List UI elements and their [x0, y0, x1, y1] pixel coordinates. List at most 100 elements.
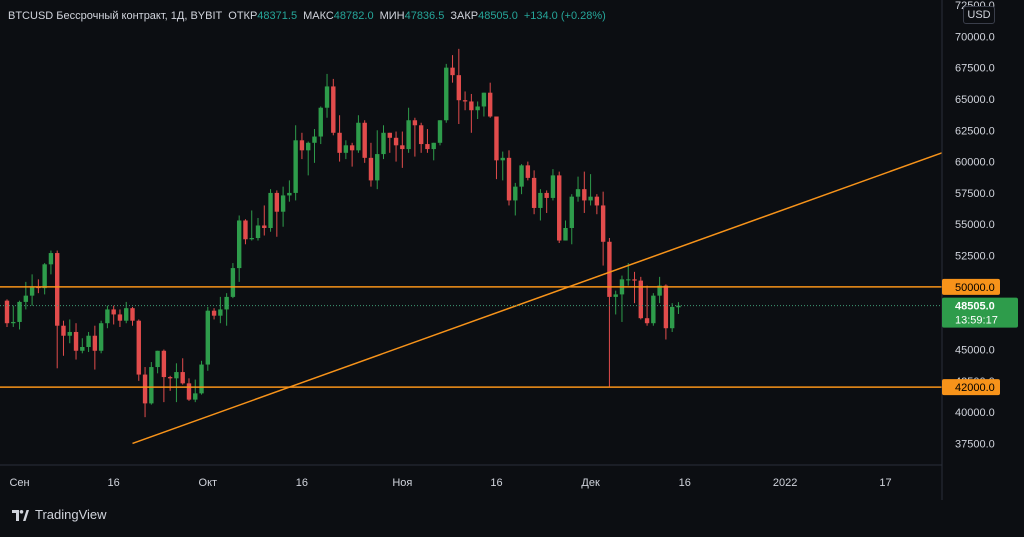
candle-body [550, 175, 556, 198]
candle-body [406, 120, 411, 150]
currency-button[interactable]: USD [963, 6, 995, 24]
candle [525, 161, 531, 181]
candle-body [425, 144, 430, 150]
candle-body [167, 377, 173, 379]
candle [243, 219, 248, 245]
candle [249, 210, 254, 241]
candle-body [136, 320, 141, 375]
candle-body [506, 157, 512, 201]
candle-body [475, 106, 480, 111]
candle [381, 125, 386, 160]
price-tick-label: 65000.0 [955, 94, 995, 106]
candle-body [86, 335, 91, 348]
candle [199, 360, 204, 395]
high-label: МАКС48782.0 [303, 10, 374, 22]
time-tick-label: Ноя [392, 477, 412, 489]
candle [513, 182, 518, 216]
price-tick-label: 52500.0 [955, 251, 995, 263]
candle [626, 263, 631, 286]
candle [293, 125, 298, 201]
candle [337, 115, 342, 162]
candle-body [462, 100, 468, 102]
candle [594, 194, 600, 215]
candle [218, 296, 223, 324]
time-tick-label: 16 [108, 477, 120, 489]
low-label: МИН47836.5 [379, 10, 445, 22]
candle [644, 285, 650, 326]
candle [663, 284, 669, 340]
candle-body [594, 196, 600, 206]
current-price-label: 48505.0 [955, 301, 995, 313]
candle [318, 106, 323, 145]
candle-body [494, 116, 499, 161]
candle [431, 142, 436, 161]
time-tick-label: Дек [581, 477, 600, 489]
candle-body [174, 372, 179, 379]
candle [48, 250, 54, 275]
candle [312, 129, 317, 163]
candle-body [268, 192, 273, 228]
candle-body [48, 253, 54, 265]
candle [11, 305, 16, 327]
candle-body [331, 86, 336, 133]
candle [368, 142, 374, 187]
candle-body [186, 383, 192, 400]
close-label: ЗАКР48505.0 [450, 10, 518, 22]
candle [375, 130, 380, 190]
candle [519, 164, 524, 195]
candle [676, 302, 681, 314]
change-value: +134.0 (+0.28%) [523, 10, 606, 22]
level-price-marker-label: 42000.0 [955, 382, 995, 394]
price-tick-label: 45000.0 [955, 345, 995, 357]
candle-body [73, 331, 79, 351]
candle [205, 306, 211, 371]
candle-body [67, 331, 72, 336]
close-value: 48505.0 [478, 10, 518, 22]
candle-body [105, 309, 110, 324]
candle-body [588, 196, 593, 201]
price-tick-label: 60000.0 [955, 157, 995, 169]
candle-body [607, 241, 612, 297]
candle-body [224, 296, 229, 310]
candle [61, 320, 66, 356]
candle [406, 107, 411, 153]
trend-line [132, 152, 943, 445]
candle-body [525, 165, 531, 178]
candle-body [632, 279, 637, 281]
candle [67, 319, 72, 344]
candle-body [393, 137, 399, 146]
level-price-marker [942, 379, 1000, 396]
candle-body [155, 350, 160, 368]
candle-body [218, 309, 223, 316]
candle [651, 293, 656, 326]
candle [92, 325, 98, 370]
candle-body [199, 364, 204, 394]
candle [211, 308, 217, 320]
candle [343, 140, 349, 160]
price-tick-label: 55000.0 [955, 219, 995, 231]
candle [299, 132, 305, 160]
candle-body [98, 323, 104, 351]
candle [600, 191, 606, 266]
candle-body [626, 279, 631, 281]
candle [105, 305, 110, 329]
symbol-title[interactable]: BTCUSD Бессрочный контракт, 1Д, BYBIT [8, 10, 223, 22]
candle [506, 150, 512, 206]
candle-body [519, 165, 524, 187]
candle [557, 171, 562, 244]
candle-body [387, 132, 392, 138]
candle-body [4, 300, 10, 324]
candle-body [274, 192, 280, 212]
candle [167, 375, 173, 391]
candle [456, 48, 462, 125]
time-tick-label: 2022 [773, 477, 797, 489]
candle-body [557, 175, 562, 241]
candle [444, 63, 449, 123]
footer-bar [0, 500, 1024, 532]
tradingview-logo[interactable]: TradingView [12, 507, 107, 522]
price-tick-label: 40000.0 [955, 407, 995, 419]
candle [324, 73, 330, 118]
candle-body [11, 321, 16, 324]
